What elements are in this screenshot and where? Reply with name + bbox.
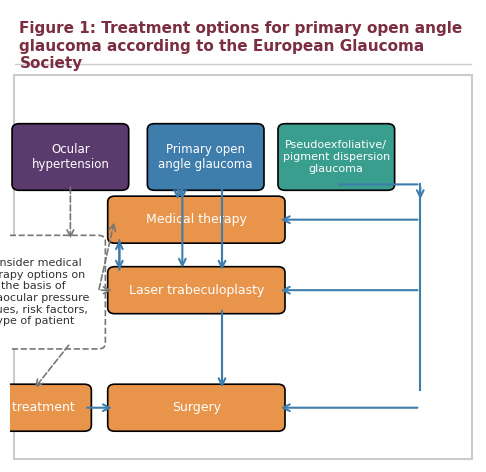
FancyBboxPatch shape (108, 267, 285, 314)
FancyBboxPatch shape (108, 196, 285, 243)
Text: Pseudoexfoliative/
pigment dispersion
glaucoma: Pseudoexfoliative/ pigment dispersion gl… (283, 140, 390, 174)
Text: Ocular
hypertension: Ocular hypertension (32, 143, 109, 171)
Text: Primary open
angle glaucoma: Primary open angle glaucoma (158, 143, 253, 171)
FancyBboxPatch shape (147, 124, 264, 190)
FancyBboxPatch shape (0, 236, 105, 349)
FancyBboxPatch shape (108, 384, 285, 431)
FancyBboxPatch shape (12, 124, 129, 190)
Text: Surgery: Surgery (172, 401, 221, 414)
Text: Medical therapy: Medical therapy (146, 213, 247, 226)
FancyBboxPatch shape (278, 124, 395, 190)
Text: Laser trabeculoplasty: Laser trabeculoplasty (129, 284, 264, 297)
Text: Consider medical
therapy options on
the basis of
intraocular pressure
values, ri: Consider medical therapy options on the … (0, 258, 89, 326)
Text: No treatment: No treatment (0, 401, 75, 414)
Text: Figure 1: Treatment options for primary open angle
glaucoma according to the Eur: Figure 1: Treatment options for primary … (19, 21, 463, 71)
FancyBboxPatch shape (0, 384, 91, 431)
